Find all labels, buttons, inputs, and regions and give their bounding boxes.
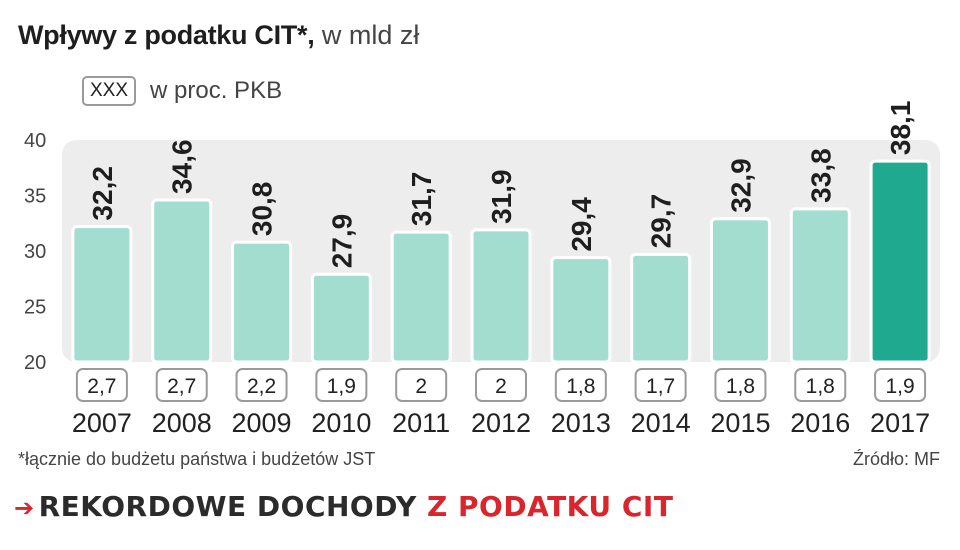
pkb-box (634, 368, 687, 402)
bar (390, 230, 452, 364)
x-tick-label: 2010 (311, 408, 371, 438)
bar (151, 198, 213, 364)
bar-value-label: 31,9 (486, 169, 517, 224)
pkb-label: 2,2 (247, 375, 276, 398)
arrow-icon: ➔ (14, 494, 35, 522)
x-tick-label: 2007 (72, 408, 132, 438)
legend: XXX w proc. PKB (82, 76, 282, 106)
pkb-box (554, 368, 607, 402)
bar (470, 228, 532, 364)
pkb-box (714, 368, 767, 402)
headline: ➔ REKORDOWE DOCHODY Z PODATKU CIT (14, 490, 673, 523)
legend-box: XXX (82, 76, 137, 106)
pkb-label: 1,8 (806, 375, 835, 398)
footnote: *łącznie do budżetu państwa i budżetów J… (18, 449, 376, 469)
x-tick-label: 2012 (471, 408, 531, 438)
y-tick-label: 20 (24, 352, 46, 374)
x-tick-label: 2013 (551, 408, 611, 438)
x-tick-label: 2014 (631, 408, 691, 438)
source-note: Źródło: MF (852, 449, 940, 469)
bar-value-label: 34,6 (167, 139, 198, 194)
x-tick-label: 2016 (790, 408, 850, 438)
pkb-label: 2 (415, 375, 427, 398)
pkb-label: 1,9 (885, 375, 914, 398)
title-bold: Wpływy z podatku CIT*, (18, 20, 315, 50)
pkb-label: 2,7 (167, 375, 196, 398)
bar (789, 207, 851, 364)
y-tick-label: 30 (24, 241, 46, 263)
pkb-label: 1,8 (726, 375, 755, 398)
bar (231, 240, 293, 364)
bar (869, 159, 931, 364)
bar-value-label: 29,4 (566, 197, 597, 252)
pkb-box (155, 368, 208, 402)
pkb-label: 1,7 (646, 375, 675, 398)
chart-title: Wpływy z podatku CIT*, w mld zł (18, 20, 419, 51)
x-tick-label: 2008 (152, 408, 212, 438)
pkb-label: 1,9 (327, 375, 356, 398)
title-unit: w mld zł (314, 20, 420, 50)
bar (310, 272, 372, 364)
y-tick-label: 25 (24, 297, 46, 319)
headline-red: Z PODATKU CIT (426, 490, 674, 523)
bar-value-label: 32,2 (87, 166, 118, 221)
y-tick-label: 35 (24, 186, 46, 208)
x-tick-label: 2009 (232, 408, 292, 438)
bar-value-label: 30,8 (247, 182, 278, 237)
pkb-box (475, 368, 527, 402)
pkb-label: 2 (495, 375, 507, 398)
pkb-box (235, 368, 288, 402)
bar-value-label: 29,7 (646, 194, 677, 249)
legend-text: w proc. PKB (150, 77, 283, 104)
y-tick-label: 40 (24, 130, 46, 152)
bar-chart: 20 25 30 35 40 32,2 2,7 2007 34,6 2,7 2008 30,8 2,2 2… (24, 101, 940, 438)
pkb-label: 1,8 (566, 375, 595, 398)
bar (71, 225, 133, 364)
bar-value-label: 32,9 (725, 158, 756, 213)
pkb-box (75, 368, 128, 402)
pkb-box (794, 368, 847, 402)
bar-value-label: 27,9 (326, 214, 357, 269)
x-tick-label: 2017 (870, 408, 930, 438)
bar-value-label: 38,1 (885, 101, 916, 156)
pkb-label: 2,7 (87, 375, 116, 398)
headline-dark: REKORDOWE DOCHODY (38, 490, 417, 523)
bar (550, 256, 612, 364)
bar (630, 252, 692, 364)
bar-value-label: 33,8 (805, 148, 836, 203)
pkb-box (315, 368, 368, 402)
pkb-box (395, 368, 448, 402)
pkb-box (874, 368, 927, 402)
bar (709, 217, 771, 364)
x-tick-label: 2011 (392, 408, 450, 438)
x-tick-label: 2015 (710, 408, 770, 438)
bar-value-label: 31,7 (406, 172, 437, 227)
